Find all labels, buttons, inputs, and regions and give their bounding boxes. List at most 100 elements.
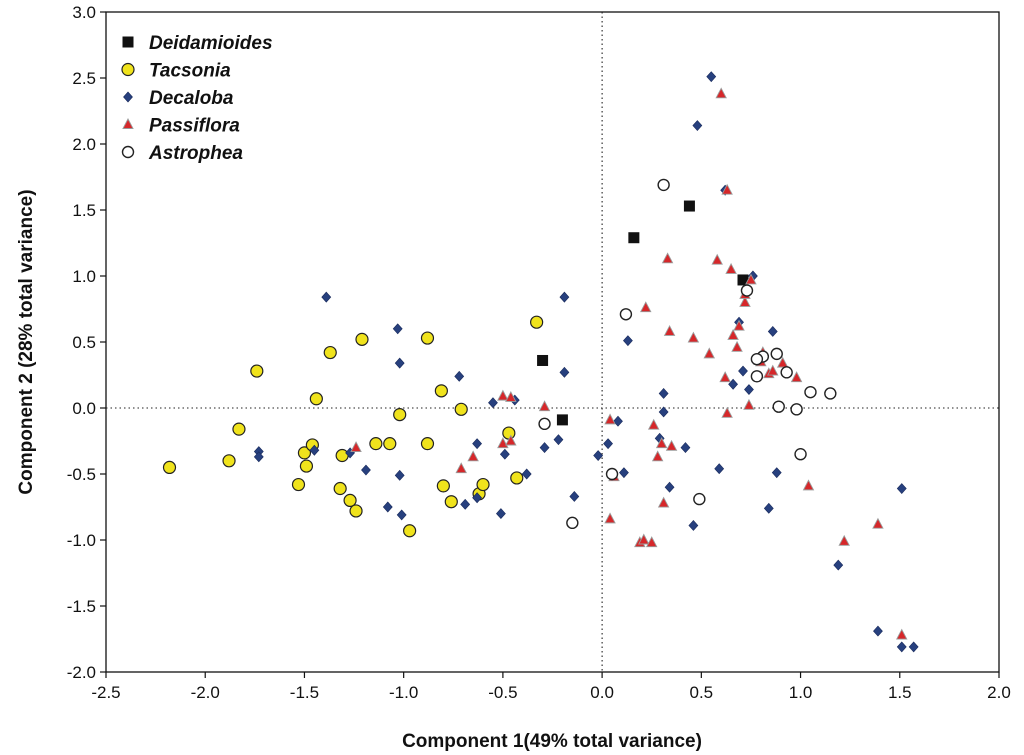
astrophea-point bbox=[605, 467, 619, 481]
y-tick-label: -2.0 bbox=[67, 663, 96, 682]
tacsonia-point bbox=[510, 471, 524, 485]
legend-item-tacsonia: Tacsonia bbox=[121, 61, 231, 82]
decaloba-point bbox=[728, 378, 738, 390]
decaloba-point bbox=[392, 323, 403, 335]
decaloba-point bbox=[253, 451, 264, 463]
passiflora-point bbox=[657, 496, 670, 508]
passiflora-point bbox=[505, 434, 517, 446]
axes: -2.5 -2.0 -1.5 -1.0 -0.5 0.0 0.5 1.0 1.5 2.0-2.0-… bbox=[67, 3, 1011, 702]
decaloba-point bbox=[394, 469, 405, 481]
decaloba-point bbox=[454, 370, 465, 382]
x-tick-label: 1.5 bbox=[888, 683, 912, 702]
tacsonia-point bbox=[309, 392, 323, 406]
y-tick-label: -1.0 bbox=[67, 531, 96, 550]
tacsonia-point bbox=[291, 477, 306, 492]
series-decaloba bbox=[253, 71, 919, 653]
tacsonia-point bbox=[444, 495, 458, 509]
passiflora-point bbox=[725, 262, 737, 274]
decaloba-point bbox=[521, 468, 532, 480]
legend-label: Deidamioides bbox=[149, 33, 273, 54]
decaloba-point bbox=[896, 641, 907, 653]
legend-marker bbox=[121, 145, 135, 159]
decaloba-point bbox=[396, 509, 407, 521]
passiflora-point bbox=[687, 331, 700, 343]
plot-area-frame bbox=[105, 11, 1000, 673]
passiflora-point bbox=[802, 479, 815, 491]
passiflora-point bbox=[497, 389, 509, 401]
passiflora-point bbox=[896, 628, 908, 640]
passiflora-point bbox=[350, 441, 362, 453]
legend-marker bbox=[123, 91, 133, 103]
y-axis-label: Component 2 (28% total variance) bbox=[16, 189, 37, 494]
deidamioides-point bbox=[537, 354, 549, 366]
passiflora-point bbox=[665, 439, 678, 451]
passiflora-point bbox=[647, 418, 660, 430]
astrophea-point bbox=[780, 366, 793, 379]
decaloba-point bbox=[706, 71, 717, 83]
decaloba-point bbox=[394, 357, 405, 369]
passiflora-point bbox=[739, 295, 751, 307]
x-tick-label: -1.5 bbox=[290, 683, 319, 702]
decaloba-point bbox=[763, 502, 774, 514]
tacsonia-point bbox=[420, 437, 435, 451]
passiflora-point bbox=[743, 398, 755, 410]
y-tick-label: 3.0 bbox=[72, 3, 96, 22]
astrophea-point bbox=[794, 448, 807, 461]
x-tick-label: -0.5 bbox=[488, 683, 517, 702]
tacsonia-point bbox=[530, 315, 544, 329]
tacsonia-point bbox=[434, 384, 448, 398]
astrophea-point bbox=[693, 492, 706, 506]
x-axis-label: Component 1(49% total variance) bbox=[402, 731, 702, 752]
legend: Deidamioides Tacsonia Decaloba Passiflora As… bbox=[121, 33, 273, 164]
passiflora-point bbox=[505, 390, 517, 402]
decaloba-point bbox=[714, 463, 725, 475]
legend-label: Astrophea bbox=[148, 143, 243, 164]
x-tick-label: 2.0 bbox=[987, 683, 1011, 702]
tacsonia-point bbox=[369, 437, 383, 451]
astrophea-point bbox=[619, 308, 633, 321]
astrophea-point bbox=[790, 403, 803, 416]
decaloba-point bbox=[496, 508, 506, 520]
decaloba-point bbox=[539, 442, 550, 454]
astrophea-point bbox=[750, 370, 764, 383]
series-deidamioides bbox=[537, 200, 749, 426]
passiflora-point bbox=[727, 328, 739, 340]
astrophea-point bbox=[770, 347, 783, 361]
tacsonia-point bbox=[349, 504, 363, 518]
x-tick-label: -2.5 bbox=[91, 683, 120, 702]
decaloba-point bbox=[613, 415, 623, 427]
legend-label: Passiflora bbox=[149, 116, 240, 137]
passiflora-point bbox=[767, 364, 779, 376]
tacsonia-point bbox=[335, 448, 349, 463]
tacsonia-point bbox=[454, 402, 468, 416]
passiflora-point bbox=[455, 462, 467, 474]
passiflora-point bbox=[721, 183, 733, 195]
legend-marker bbox=[121, 62, 135, 77]
passiflora-point bbox=[776, 356, 789, 368]
tacsonia-point bbox=[299, 459, 314, 473]
tacsonia-point bbox=[297, 446, 312, 460]
passiflora-point bbox=[645, 536, 658, 548]
x-tick-label: -1.0 bbox=[389, 683, 418, 702]
x-tick-label: -2.0 bbox=[191, 683, 220, 702]
tacsonia-point bbox=[420, 331, 435, 345]
passiflora-point bbox=[538, 400, 551, 412]
decaloba-point bbox=[382, 501, 393, 513]
y-tick-label: -0.5 bbox=[67, 465, 96, 484]
astrophea-point bbox=[772, 400, 785, 413]
y-tick-label: 1.0 bbox=[72, 267, 96, 286]
passiflora-point bbox=[790, 371, 803, 383]
passiflora-point bbox=[838, 534, 850, 546]
tacsonia-point bbox=[403, 524, 417, 538]
reference-lines bbox=[106, 12, 999, 672]
decaloba-point bbox=[680, 442, 691, 454]
x-tick-label: 0.0 bbox=[590, 683, 614, 702]
y-tick-label: 2.0 bbox=[72, 135, 96, 154]
decaloba-point bbox=[603, 438, 613, 450]
decaloba-point bbox=[623, 335, 633, 347]
passiflora-point bbox=[651, 450, 664, 462]
passiflora-point bbox=[711, 253, 723, 265]
astrophea-point bbox=[657, 178, 670, 192]
tacsonia-point bbox=[502, 426, 516, 440]
